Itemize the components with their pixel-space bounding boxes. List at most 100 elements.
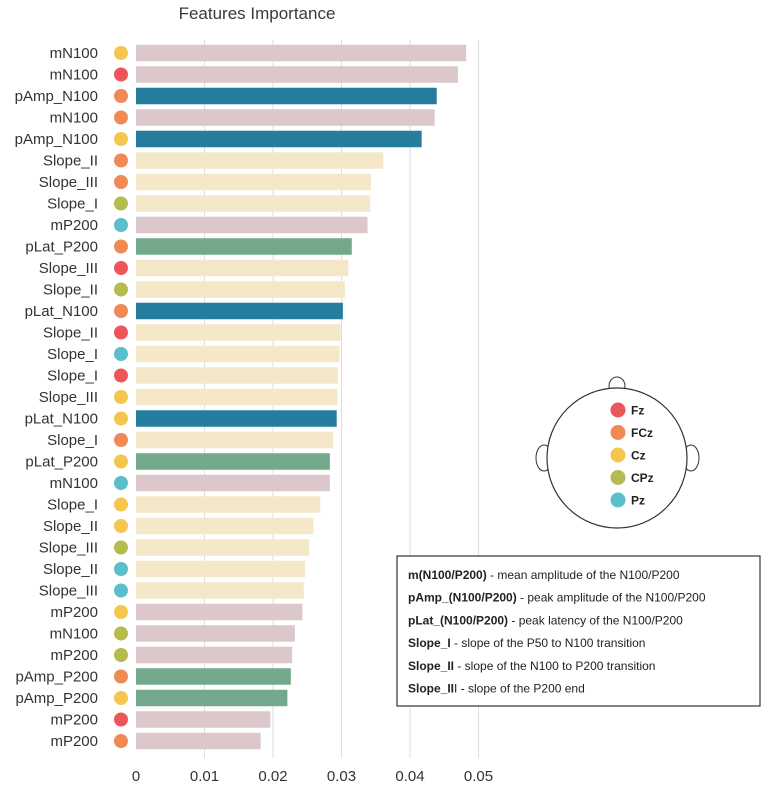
y-tick-label: Slope_I [47,368,98,385]
electrode-dot [114,519,128,533]
y-tick-label: Slope_III [39,174,98,191]
bar [136,732,261,750]
electrode-dot [114,153,128,168]
y-tick-label: mN100 [50,626,98,643]
bar [136,345,340,363]
bar [136,195,371,212]
bar [136,367,339,384]
bar [136,44,467,62]
definition-item: pLat_(N100/P200) - peak latency of the N… [408,613,683,627]
definition-text: - mean amplitude of the N100/P200 [487,568,680,582]
x-tick-label: 0.01 [190,768,219,785]
electrode-dot [114,196,128,211]
electrode-dot [114,239,128,254]
definition-text: I - slope of the P200 end [454,682,585,696]
definition-item: Slope_II - slope of the N100 to P200 tra… [408,659,655,673]
definition-item: pAmp_(N100/P200) - peak amplitude of the… [408,591,706,605]
bar [136,130,422,148]
y-tick-label: mN100 [50,110,98,127]
y-axis-labels: mN100 mN100 pAmp_N100 mN100 pAmp_N100 Slope_I… [15,45,98,750]
electrode-dot [114,734,128,748]
definition-item: Slope_III - slope of the P200 end [408,682,585,696]
bar [136,87,437,105]
legend-swatch [610,492,626,508]
y-tick-label: Slope_I [47,346,98,363]
definition-term: Slope_I [408,636,451,650]
legend-swatch [610,425,626,440]
definition-text: - peak latency of the N100/P200 [508,613,683,627]
definitions-box: m(N100/P200) - mean amplitude of the N10… [396,555,761,707]
y-tick-label: Slope_II [43,518,98,535]
bar [136,238,352,255]
bar [136,302,343,320]
electrode-legend: Fz FCz Cz CPz Pz [610,402,654,508]
bar [136,517,314,535]
definition-text: - slope of the P50 to N100 transition [451,636,646,650]
bar [136,431,334,449]
definition-text: - peak amplitude of the N100/P200 [517,591,706,605]
bar [136,453,330,470]
bar [136,173,371,191]
electrode-dot [114,583,128,598]
y-tick-label: Slope_III [39,389,98,406]
bar [136,711,271,728]
definitions-list: m(N100/P200) - mean amplitude of the N10… [408,568,706,696]
legend-label: FCz [631,426,653,440]
definition-term: Slope_II [408,659,454,673]
x-tick-label: 0.02 [258,768,287,785]
y-tick-label: mN100 [50,475,98,492]
legend-label: Pz [631,494,645,508]
y-tick-label: pLat_P200 [25,454,98,471]
bar [136,66,458,83]
electrode-dot [114,304,128,318]
bar [136,668,291,685]
electrode-dot [114,46,128,60]
legend-swatch [610,447,626,463]
legend-label: Fz [631,404,644,418]
definition-term: pLat_(N100/P200) [408,613,508,627]
electrode-dot [114,691,128,705]
y-tick-label: mN100 [50,67,98,84]
electrode-dot [114,218,128,232]
legend-swatch [610,402,626,418]
bar [136,560,306,578]
x-tick-label: 0 [132,768,140,785]
electrode-legend-head: Fz FCz Cz CPz Pz [535,376,700,529]
bar [136,496,321,513]
y-tick-label: Slope_I [47,196,98,213]
electrode-dot [114,712,128,727]
electrode-dot [114,175,128,189]
bar [136,324,341,341]
bar [136,625,295,642]
y-tick-label: Slope_II [43,325,98,342]
bar [136,689,288,707]
y-tick-label: Slope_III [39,540,98,557]
bar [136,646,293,664]
y-tick-label: mN100 [50,45,98,62]
definition-item: m(N100/P200) - mean amplitude of the N10… [408,568,680,582]
electrode-dot [114,540,128,555]
electrode-dot [114,562,128,576]
y-tick-label: pLat_N100 [25,303,98,320]
chart-title: Features Importance [179,4,336,23]
electrode-dot [114,497,128,512]
electrode-dot [114,411,128,426]
legend-label: CPz [631,471,654,485]
y-tick-label: pAmp_P200 [15,669,98,686]
y-tick-label: pAmp_N100 [15,88,98,105]
electrode-dot [114,110,128,125]
y-tick-label: Slope_I [47,432,98,449]
electrode-dots [114,46,128,748]
electrode-dot [114,67,128,82]
bar [136,539,310,556]
electrode-dot [114,605,128,619]
y-tick-label: Slope_III [39,260,98,277]
y-tick-label: pLat_N100 [25,411,98,428]
electrode-dot [114,476,128,490]
electrode-dot [114,132,128,146]
bar [136,474,330,492]
electrode-dot [114,626,128,641]
y-tick-label: Slope_II [43,153,98,170]
bar [136,603,303,621]
bar [136,388,338,406]
